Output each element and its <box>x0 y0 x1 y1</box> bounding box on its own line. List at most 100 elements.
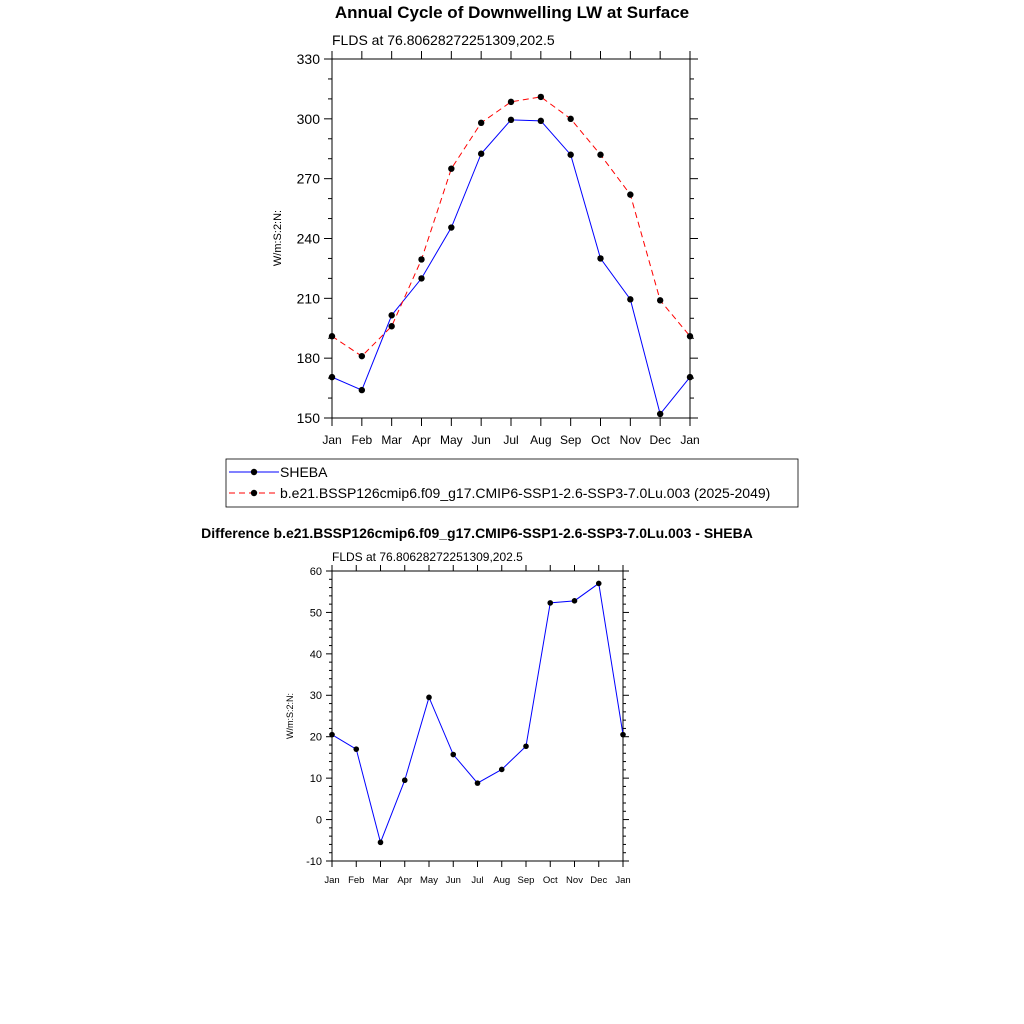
chart1-series-0-point <box>686 373 694 381</box>
chart1-series-0-point <box>328 373 336 381</box>
chart1-title: Annual Cycle of Downwelling LW at Surfac… <box>335 3 689 22</box>
chart1-ytick-label: 330 <box>297 51 321 67</box>
chart2-ticks <box>326 565 629 867</box>
chart1-xtick-label: Mar <box>381 433 402 447</box>
chart1-series-1-point <box>328 333 336 340</box>
chart2-ytick-label: 10 <box>310 773 322 785</box>
chart1-series-0-point <box>537 117 545 125</box>
chart2-series-0-point <box>353 746 360 752</box>
chart1-series-1-point <box>597 151 604 158</box>
chart2-xtick-label: Jan <box>615 875 630 886</box>
chart2-xtick-label: Nov <box>566 875 583 886</box>
chart2-series-0-point <box>571 598 578 604</box>
chart1-xtick-label: Jan <box>680 433 699 447</box>
chart1-series-0-point <box>388 312 395 319</box>
chart2-ytick-label: 50 <box>310 607 322 619</box>
chart2-series-0-point <box>523 743 529 750</box>
chart1-legend: SHEBA b.e21.BSSP126cmip6.f09_g17.CMIP6-S… <box>225 458 799 508</box>
chart2-xtick-label: Aug <box>493 875 510 886</box>
chart2-xtick-label: Oct <box>543 875 558 886</box>
chart2-series-0-point <box>450 751 457 758</box>
chart1-series-1-point <box>418 256 425 263</box>
chart2-series-0-point <box>329 731 335 738</box>
chart1-series-1-point <box>388 323 395 330</box>
chart1-series-0-point <box>358 386 366 394</box>
chart1-series <box>328 93 694 418</box>
chart2-xtick-label: Sep <box>518 875 535 886</box>
chart2-subtitle: FLDS at 76.80628272251309,202.5 <box>332 550 523 564</box>
chart1-subtitle: FLDS at 76.80628272251309,202.5 <box>332 32 555 48</box>
legend-model-marker <box>250 489 258 497</box>
chart2-xtick-label: Feb <box>348 875 364 886</box>
chart1-xtick-label: Nov <box>620 433 641 447</box>
chart1-series-1-point <box>537 93 545 101</box>
chart2-xtick-label: Jan <box>324 875 339 886</box>
chart2-y-tick-labels: -10 0 10 20 30 40 50 60 <box>306 566 322 868</box>
chart-difference: Difference b.e21.BSSP126cmip6.f09_g17.CM… <box>201 525 753 886</box>
chart1-series-0-point <box>477 150 485 157</box>
legend-sheba-label: SHEBA <box>280 464 328 480</box>
chart1-xtick-label: Dec <box>649 433 670 447</box>
chart1-series-1-point <box>448 165 455 172</box>
chart2-series-0-point <box>620 731 626 738</box>
chart1-x-tick-labels: Jan Feb Mar Apr May Jun Jul Aug Sep Oct Nov Dec Jan <box>322 433 699 447</box>
chart2-ytick-label: 0 <box>316 815 322 827</box>
chart2-series-0-point <box>426 694 432 701</box>
chart2-xtick-label: May <box>420 875 438 886</box>
chart1-series-1-point <box>507 98 515 106</box>
chart2-xtick-label: Apr <box>397 875 412 886</box>
chart1-series-1-point <box>656 297 664 304</box>
chart1-series-1-point <box>358 352 366 360</box>
chart1-series-0-point <box>567 151 574 158</box>
chart2-title: Difference b.e21.BSSP126cmip6.f09_g17.CM… <box>201 525 753 541</box>
chart1-xtick-label: Jun <box>471 433 490 447</box>
legend-sheba-marker <box>250 468 258 476</box>
chart2-ytick-label: -10 <box>306 856 322 868</box>
chart1-series-1-point <box>627 191 634 198</box>
chart1-y-tick-labels: 150 180 210 240 270 300 330 <box>297 51 321 426</box>
chart1-xtick-label: Apr <box>412 433 431 447</box>
chart2-series-0-point <box>498 766 505 773</box>
chart2-series-0-point <box>474 780 481 786</box>
chart2-xtick-label: Jul <box>471 875 483 886</box>
chart2-xtick-label: Jun <box>446 875 461 886</box>
chart2-ylabel: W/m:S:2:N: <box>285 693 295 739</box>
chart1-series-0-point <box>507 116 515 124</box>
chart1-ytick-label: 270 <box>297 171 321 187</box>
chart1-xtick-label: Jul <box>503 433 518 447</box>
chart1-series-0-point <box>627 296 634 303</box>
chart-annual-cycle: Annual Cycle of Downwelling LW at Surfac… <box>225 3 799 508</box>
chart1-xtick-label: Jan <box>322 433 341 447</box>
chart1-series-0-point <box>656 410 664 418</box>
chart1-ylabel: W/m:S:2:N: <box>272 210 284 266</box>
chart2-series-0-point <box>377 839 384 846</box>
chart1-series-1-point <box>477 119 485 127</box>
chart1-ytick-label: 300 <box>297 111 321 127</box>
chart1-xtick-label: May <box>440 433 463 447</box>
legend-frame <box>225 458 799 508</box>
chart1-series-0-point <box>418 275 425 282</box>
chart2-ytick-label: 20 <box>310 732 322 744</box>
chart1-ytick-label: 150 <box>297 410 321 426</box>
chart1-ytick-label: 210 <box>297 290 321 306</box>
chart2-xtick-label: Mar <box>372 875 388 886</box>
chart2-series-0-point <box>595 580 602 587</box>
chart1-xtick-label: Aug <box>530 433 551 447</box>
chart2-series-0-point <box>401 777 408 784</box>
chart1-xtick-label: Feb <box>351 433 372 447</box>
chart2-x-tick-labels: Jan Feb Mar Apr May Jun Jul Aug Sep Oct Nov Dec Jan <box>324 875 630 886</box>
chart1-series-1-point <box>567 115 574 123</box>
chart2-series-0-point <box>547 600 554 606</box>
chart2-ytick-label: 40 <box>310 649 322 661</box>
chart2-series <box>329 580 626 846</box>
chart2-xtick-label: Dec <box>590 875 607 886</box>
chart1-ytick-label: 240 <box>297 231 321 247</box>
chart1-series-0-point <box>597 255 604 262</box>
chart1-series-0-point <box>448 224 455 231</box>
chart1-xtick-label: Oct <box>591 433 610 447</box>
chart2-ytick-label: 60 <box>310 566 322 578</box>
chart1-ytick-label: 180 <box>297 350 321 366</box>
legend-model-label: b.e21.BSSP126cmip6.f09_g17.CMIP6-SSP1-2.… <box>280 485 770 501</box>
